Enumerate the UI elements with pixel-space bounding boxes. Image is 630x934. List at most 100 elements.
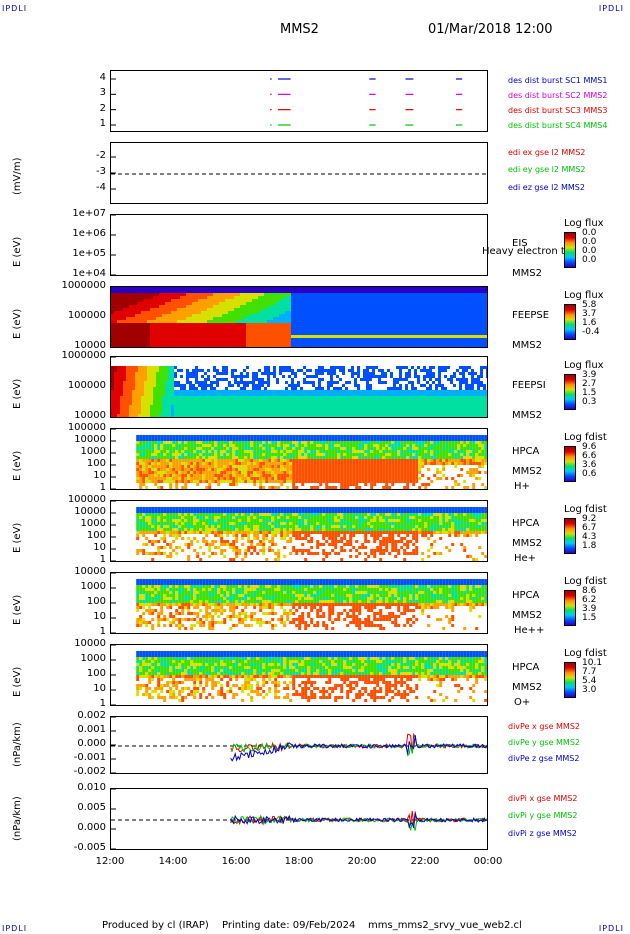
series-label-9-2: divPe z gse MMS2 (508, 754, 580, 763)
cbar-tick-4-3: 0.3 (582, 397, 597, 407)
cbar-tick-5-1: 6.6 (582, 451, 597, 461)
ylabel-4: E (eV) (12, 378, 23, 409)
ytick-0-0: 1 (99, 118, 106, 129)
plot-area-3 (111, 287, 487, 347)
series-line-10-2 (230, 813, 487, 829)
ytick-10-0: 0.010 (77, 782, 106, 793)
ytick-9-2: 0.000 (77, 738, 106, 749)
corner-logo-bottom-right: IPDLI (598, 924, 624, 933)
species-7: He++ (514, 625, 545, 636)
spacecraft-6: MMS2 (512, 538, 542, 549)
ytick-9-4: -0.002 (73, 766, 106, 777)
species-8: O+ (514, 697, 531, 708)
ytick-3-2: 10000 (74, 340, 106, 351)
heatmap-cells-8 (136, 651, 487, 702)
series-label-10-1: divPi y gse MMS2 (508, 811, 578, 821)
ytick-6-2: 1000 (80, 518, 106, 529)
series-label-0-3: des dist burst SC4 MMS4 (508, 121, 608, 130)
ytick-0-1: 2 (99, 102, 106, 114)
cbar-tick-8-2: 5.4 (582, 676, 597, 686)
ytick-9-1: 0.001 (77, 724, 106, 735)
panel-4 (110, 356, 488, 418)
spacecraft-3: MMS2 (512, 340, 542, 351)
series-line-9-2 (230, 735, 487, 762)
ylabel-2: E (eV) (12, 236, 23, 267)
ylabel-1: (mV/m) (12, 157, 23, 196)
series-label-9-0: divPe x gse MMS2 (508, 722, 580, 731)
spacecraft-5: MMS2 (512, 466, 542, 477)
plot-area-1 (111, 156, 487, 190)
plot-area-0 (111, 78, 463, 126)
ylabel-6: E (eV) (12, 522, 23, 553)
ytick-0-2: 3 (99, 87, 106, 99)
ylabel-7: E (eV) (12, 594, 23, 625)
ytick-6-3: 100 (86, 530, 106, 541)
instrument-4: FEEPSI (512, 380, 546, 391)
panel-5 (110, 428, 488, 490)
plot-area-10 (111, 789, 487, 849)
panel-0 (110, 70, 488, 132)
colorbar-4 (564, 374, 576, 410)
cbar-tick-4-1: 2.7 (582, 379, 597, 389)
cbar-tick-7-1: 6.2 (582, 595, 597, 605)
plot-area-4 (111, 357, 487, 417)
species-6: He+ (514, 553, 537, 564)
plot-area-7 (111, 573, 487, 633)
ytick-8-1: 1000 (80, 653, 106, 664)
ytick-6-4: 10 (93, 542, 106, 553)
ytick-1-2: -4 (96, 182, 106, 193)
ylabel-9: (nPa/km) (12, 722, 23, 767)
ytick-7-1: 1000 (80, 581, 106, 592)
cbar-tick-6-3: 1.8 (582, 541, 597, 551)
cbar-tick-8-3: 3.0 (582, 685, 597, 695)
ytick-2-3: 1e+04 (72, 268, 106, 279)
instrument-3: FEEPSE (512, 310, 550, 321)
colorbar-5 (564, 446, 576, 482)
series-label-0-2: des dist burst SC3 MMS3 (508, 106, 608, 115)
corner-logo-bottom-left: IPDLI (2, 924, 28, 933)
instrument-6: HPCA (512, 518, 540, 529)
series-label-10-0: divPi x gse MMS2 (508, 794, 578, 803)
spacecraft-2: MMS2 (512, 268, 542, 279)
panel-1 (110, 142, 488, 204)
panel-10 (110, 788, 488, 850)
ytick-5-0: 100000 (67, 422, 106, 433)
ylabel-10: (nPa/km) (12, 796, 23, 841)
cbar-tick-6-1: 6.7 (582, 523, 597, 533)
colorbar-3 (564, 304, 576, 340)
ytick-1-1: -3 (96, 166, 106, 177)
ylabel-3: E (eV) (12, 308, 23, 339)
plot-area-5 (111, 429, 487, 489)
ytick-5-1: 10000 (74, 434, 106, 445)
heatmap-cells-6 (136, 507, 487, 561)
instrument-2: EIS (512, 238, 528, 249)
cbar-title-5: Log fdist (564, 432, 607, 443)
cbar-tick-5-3: 0.6 (582, 469, 597, 479)
cbar-tick-2-3: 0.0 (582, 255, 597, 265)
ytick-8-4: 1 (99, 698, 106, 709)
ytick-8-0: 10000 (74, 638, 106, 649)
ytick-9-0: 0.002 (77, 710, 106, 721)
ytick-4-1: 100000 (67, 380, 106, 391)
series-label-10-2: divPi z gse MMS2 (508, 828, 577, 838)
cbar-tick-2-2: 0.0 (582, 246, 597, 256)
colorbar-6 (564, 518, 576, 554)
panel-8 (110, 644, 488, 706)
ytick-1-0: -2 (96, 150, 106, 161)
ytick-2-1: 1e+06 (72, 228, 106, 239)
instrument-7: HPCA (512, 590, 540, 601)
ytick-4-2: 10000 (74, 410, 106, 421)
cbar-tick-3-0: 5.8 (582, 300, 597, 310)
colorbar-2 (564, 232, 576, 268)
instrument-8: HPCA (512, 662, 540, 673)
ylabel-5: E (eV) (12, 450, 23, 481)
ytick-5-3: 100 (86, 458, 106, 469)
ytick-8-2: 100 (86, 668, 106, 679)
cbar-tick-2-0: 0.0 (582, 228, 597, 238)
ytick-0-3: 4 (99, 72, 106, 83)
cbar-title-3: Log flux (564, 290, 604, 301)
note-2: Heavy electron tof (482, 246, 575, 257)
series-label-1-2: edi ez gse l2 MMS2 (508, 182, 585, 192)
cbar-tick-4-0: 3.9 (582, 370, 597, 380)
plot-area-8 (111, 645, 487, 705)
